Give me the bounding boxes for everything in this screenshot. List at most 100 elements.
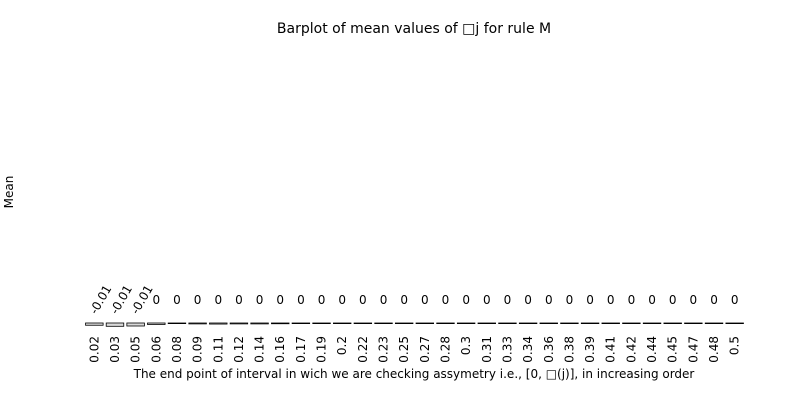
x-tick-label-0.03: 0.03 xyxy=(108,336,122,363)
data-label-0.16: 0 xyxy=(276,293,284,307)
bar-0.16 xyxy=(271,322,290,325)
bar-0.11 xyxy=(209,322,228,325)
x-tick-label-0.42: 0.42 xyxy=(624,336,638,363)
bar-0.03 xyxy=(105,322,125,327)
x-tick-label-0.44: 0.44 xyxy=(645,336,659,363)
data-label-0.12: 0 xyxy=(235,293,243,307)
x-axis-label: The end point of interval in wich we are… xyxy=(133,367,695,381)
x-tick-label-0.3: 0.3 xyxy=(459,336,473,355)
x-tick-label-0.31: 0.31 xyxy=(480,336,494,363)
bar-0.05 xyxy=(126,322,145,327)
bar-0.45 xyxy=(663,322,682,325)
x-tick-label-0.05: 0.05 xyxy=(129,336,143,363)
data-label-0.17: 0 xyxy=(297,293,305,307)
bar-0.48 xyxy=(704,322,724,325)
x-tick-label-0.22: 0.22 xyxy=(356,336,370,363)
bar-0.3 xyxy=(456,322,476,325)
bar-0.09 xyxy=(188,322,207,325)
x-tick-label-0.47: 0.47 xyxy=(686,336,700,363)
x-tick-label-0.34: 0.34 xyxy=(521,336,535,363)
x-tick-label-0.06: 0.06 xyxy=(149,336,163,363)
bar-0.27 xyxy=(415,322,435,325)
data-label-0.22: 0 xyxy=(359,293,367,307)
x-tick-label-0.33: 0.33 xyxy=(500,336,514,363)
bar-0.31 xyxy=(477,322,496,325)
x-tick-labels: 0.02 0.03 0.05 0.06 0.08 0.09 0.11 0.12 0.14 0.16… xyxy=(87,336,741,363)
data-label-0.48: 0 xyxy=(710,293,718,307)
data-label-0.08: 0 xyxy=(173,293,181,307)
data-label-0.31: 0 xyxy=(483,293,491,307)
data-label-0.38: 0 xyxy=(566,293,574,307)
bar-0.08 xyxy=(167,322,187,325)
bar-0.42 xyxy=(622,322,641,325)
data-label-0.27: 0 xyxy=(421,293,429,307)
data-label-0.47: 0 xyxy=(690,293,698,307)
bar-0.19 xyxy=(312,322,331,325)
data-label-0.3: 0 xyxy=(462,293,470,307)
bar-0.34 xyxy=(518,322,538,325)
bar-0.28 xyxy=(436,322,455,325)
x-tick-label-0.2: 0.2 xyxy=(335,336,349,355)
bar-0.23 xyxy=(374,322,393,325)
x-tick-label-0.09: 0.09 xyxy=(191,336,205,363)
data-label-0.14: 0 xyxy=(256,293,264,307)
x-tick-label-0.27: 0.27 xyxy=(418,336,432,363)
data-label-0.41: 0 xyxy=(607,293,615,307)
data-label-0.45: 0 xyxy=(669,293,677,307)
x-tick-label-0.25: 0.25 xyxy=(397,336,411,363)
x-tick-label-0.14: 0.14 xyxy=(253,336,267,363)
bar-0.2 xyxy=(333,322,352,325)
data-labels: -0.01-0.01-0.010 0 0 0 0 0 0 0 0 0 0 0 0 0 0 0 0 0 0 0 0 0 0 0 0… xyxy=(87,283,739,317)
bar-0.17 xyxy=(291,322,311,325)
x-tick-label-0.12: 0.12 xyxy=(232,336,246,363)
data-label-0.39: 0 xyxy=(586,293,594,307)
x-tick-label-0.28: 0.28 xyxy=(438,336,452,363)
bar-0.47 xyxy=(684,322,703,325)
data-label-0.09: 0 xyxy=(194,293,202,307)
x-tick-label-0.08: 0.08 xyxy=(170,336,184,363)
data-label-0.28: 0 xyxy=(442,293,450,307)
bar-0.36 xyxy=(539,322,558,325)
bar-0.02 xyxy=(85,322,104,326)
x-tick-label-0.16: 0.16 xyxy=(273,336,287,363)
bars xyxy=(85,322,744,327)
bar-0.41 xyxy=(601,322,620,325)
data-label-0.5: 0 xyxy=(731,293,739,307)
x-tick-label-0.11: 0.11 xyxy=(211,336,225,363)
chart-title: Barplot of mean values of □j for rule M xyxy=(277,21,551,37)
data-label-0.2: 0 xyxy=(338,293,346,307)
bar-0.12 xyxy=(229,322,249,325)
y-axis-label: Mean xyxy=(2,176,16,209)
data-label-0.23: 0 xyxy=(380,293,388,307)
bar-0.25 xyxy=(394,322,414,325)
data-label-0.42: 0 xyxy=(628,293,636,307)
data-label-0.06: 0 xyxy=(152,293,160,307)
x-tick-label-0.39: 0.39 xyxy=(583,336,597,363)
bar-0.33 xyxy=(498,322,517,325)
data-label-0.19: 0 xyxy=(318,293,326,307)
x-tick-label-0.23: 0.23 xyxy=(377,336,391,363)
data-label-0.34: 0 xyxy=(524,293,532,307)
x-tick-label-0.5: 0.5 xyxy=(728,336,742,355)
x-tick-label-0.45: 0.45 xyxy=(666,336,680,363)
bar-0.39 xyxy=(580,322,600,325)
data-label-0.36: 0 xyxy=(545,293,553,307)
bar-0.22 xyxy=(353,322,373,325)
bar-0.44 xyxy=(642,322,662,325)
bar-0.5 xyxy=(725,322,744,325)
bar-0.06 xyxy=(147,322,166,325)
data-label-0.44: 0 xyxy=(648,293,656,307)
x-tick-label-0.36: 0.36 xyxy=(542,336,556,363)
x-tick-label-0.38: 0.38 xyxy=(562,336,576,363)
data-label-0.11: 0 xyxy=(214,293,222,307)
bar-0.38 xyxy=(560,322,579,325)
x-tick-label-0.48: 0.48 xyxy=(707,336,721,363)
data-label-0.33: 0 xyxy=(504,293,512,307)
x-tick-label-0.17: 0.17 xyxy=(294,336,308,363)
x-tick-label-0.02: 0.02 xyxy=(87,336,101,363)
bar-0.14 xyxy=(250,322,269,325)
x-tick-label-0.41: 0.41 xyxy=(604,336,618,363)
data-label-0.25: 0 xyxy=(400,293,408,307)
x-tick-label-0.19: 0.19 xyxy=(315,336,329,363)
